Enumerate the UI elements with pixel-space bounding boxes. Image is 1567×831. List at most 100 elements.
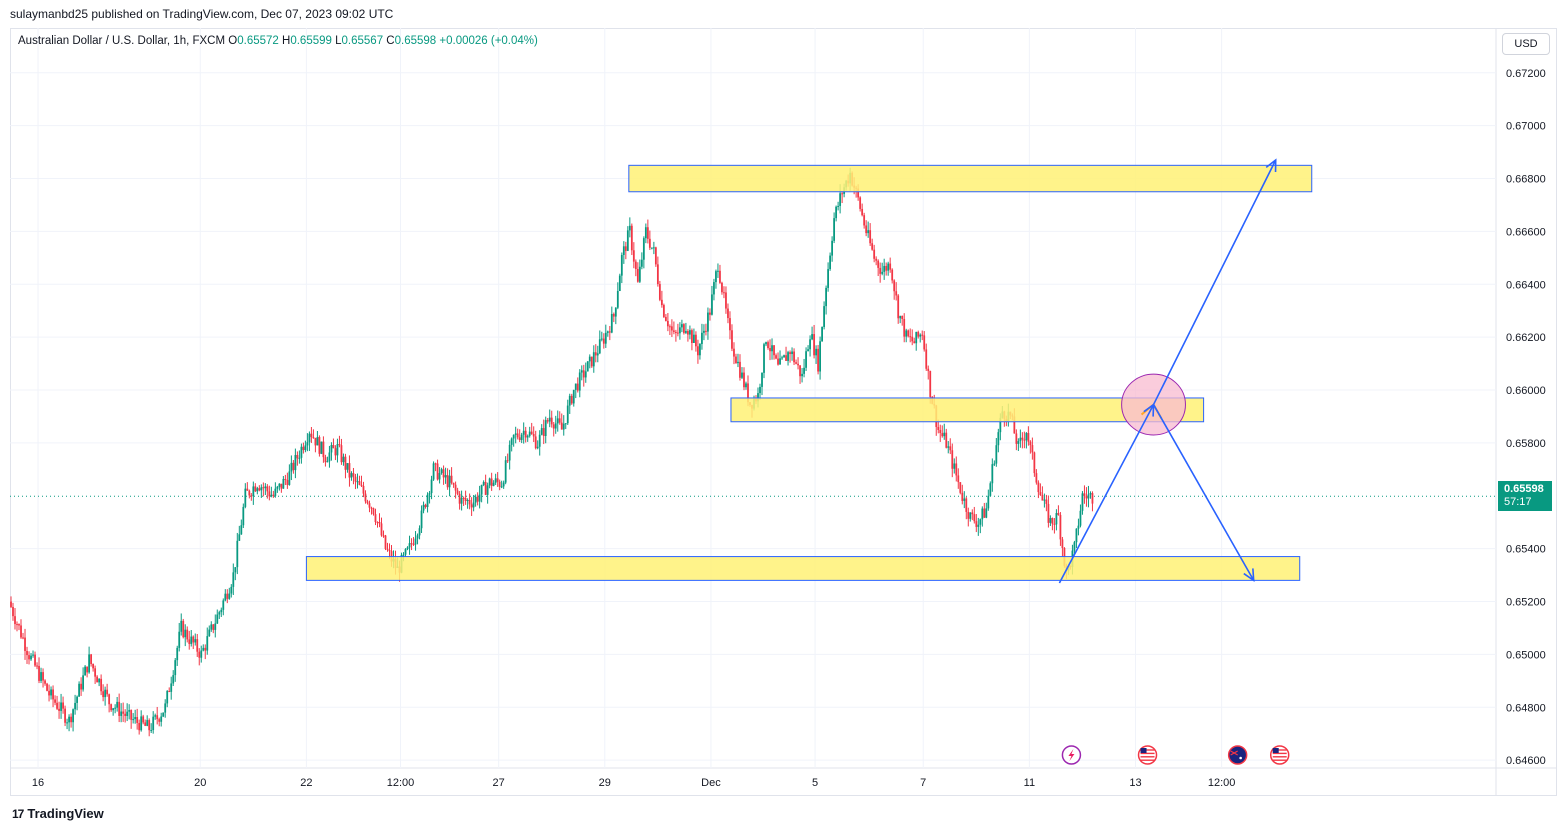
lightning-event-icon[interactable]: [1061, 745, 1082, 765]
candle: [975, 514, 978, 533]
events[interactable]: [1061, 745, 1290, 765]
candle-body: [947, 446, 950, 448]
candle: [462, 496, 465, 506]
candle: [656, 256, 659, 287]
candle-body: [274, 488, 277, 496]
resistance-zone-middle[interactable]: [730, 397, 1205, 423]
candle: [74, 694, 76, 715]
projection-arrow-line[interactable]: [1152, 404, 1255, 581]
candle-body: [316, 437, 319, 446]
candle-body: [775, 355, 777, 359]
time-axis[interactable]: 16 20 22 12:00 27 29 Dec 5 7 11 13 12:00: [32, 777, 1235, 789]
symbol-title[interactable]: Australian Dollar / U.S. Dollar, 1h, FXC…: [18, 35, 226, 47]
candle-body: [1015, 433, 1018, 444]
resistance-zone-top[interactable]: [628, 164, 1313, 193]
candle: [358, 475, 361, 486]
candle: [554, 415, 557, 434]
candle-body: [628, 225, 631, 231]
candle: [40, 667, 42, 684]
candle: [276, 485, 279, 493]
high-value: 0.65599: [290, 35, 332, 47]
price-axis[interactable]: 0.67200 0.67000 0.66800 0.66600 0.66400 0.662…: [1506, 68, 1546, 767]
projection-arrow-line[interactable]: [1152, 159, 1277, 405]
candle: [612, 312, 615, 323]
candle: [791, 347, 793, 361]
candle-body: [809, 339, 811, 350]
candle-body: [985, 508, 988, 518]
candle: [715, 269, 717, 289]
projection-arrow-line[interactable]: [1058, 404, 1155, 584]
zones[interactable]: [305, 164, 1313, 581]
candle-body: [228, 593, 231, 599]
candle-body: [468, 500, 471, 505]
candle: [154, 713, 157, 720]
candle: [292, 460, 295, 474]
candle-body: [983, 508, 986, 518]
candle-body: [959, 482, 962, 493]
candle-body: [893, 280, 896, 292]
candle-body: [256, 488, 259, 492]
candle: [745, 381, 747, 390]
candle: [62, 696, 64, 714]
candle-body: [825, 287, 827, 307]
candle-body: [1027, 433, 1030, 442]
us-flag-event-icon[interactable]: [1269, 745, 1290, 765]
candle: [84, 665, 86, 676]
candle-body: [204, 647, 207, 651]
candle: [52, 685, 54, 708]
candle: [340, 438, 343, 465]
candle: [1047, 495, 1050, 528]
candle-body: [252, 486, 255, 497]
chart-canvas[interactable]: 0.67200 0.67000 0.66800 0.66600 0.66400 0.662…: [0, 0, 1567, 800]
candle: [534, 430, 537, 450]
candle: [973, 506, 976, 524]
candle: [470, 497, 473, 516]
candle-body: [867, 230, 870, 234]
candle: [260, 484, 263, 498]
candle: [907, 329, 910, 338]
tradingview-logo[interactable]: 17 TradingView: [12, 806, 104, 821]
candle-body: [68, 716, 70, 723]
candle: [300, 443, 303, 464]
candle-body: [504, 460, 507, 483]
candle-body: [258, 488, 261, 491]
candle-body: [116, 701, 119, 708]
candle-body: [781, 357, 783, 359]
candle: [652, 241, 655, 255]
drawings[interactable]: [1058, 158, 1277, 584]
candle-body: [1041, 494, 1044, 501]
candle: [590, 356, 593, 368]
candle-body: [887, 263, 890, 271]
currency-selector[interactable]: USD: [1502, 33, 1550, 55]
candle-body: [56, 702, 58, 709]
candle: [510, 437, 513, 452]
candle: [622, 241, 625, 264]
candle: [258, 485, 261, 492]
candle: [1057, 505, 1060, 516]
candle: [1085, 487, 1088, 507]
candle-body: [670, 326, 673, 331]
candle: [468, 493, 471, 510]
candle-body: [326, 461, 329, 463]
candle: [522, 422, 525, 444]
candle-body: [308, 433, 311, 443]
candle-body: [1083, 493, 1086, 496]
support-zone-bottom[interactable]: [305, 556, 1301, 581]
price-tick-label: 0.66800: [1506, 174, 1546, 186]
au-flag-event-icon[interactable]: [1227, 745, 1248, 765]
candle: [304, 440, 307, 453]
candle-body: [1087, 494, 1090, 499]
candle-body: [975, 521, 978, 527]
candle-body: [865, 225, 868, 234]
candle-body: [558, 418, 561, 423]
candle: [30, 653, 32, 661]
candle-body: [765, 342, 767, 345]
candle-body: [160, 716, 163, 722]
chart-frame[interactable]: [10, 28, 1557, 796]
candle: [895, 282, 898, 301]
candle: [22, 632, 24, 640]
candle-body: [1033, 452, 1036, 474]
candle: [366, 499, 369, 505]
candle: [1037, 480, 1040, 499]
us-flag-event-icon[interactable]: [1137, 745, 1158, 765]
